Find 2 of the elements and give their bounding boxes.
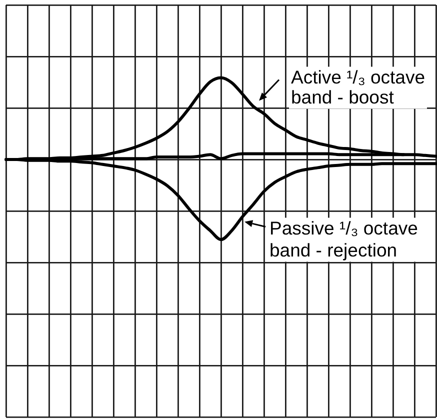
legend-label: Active ¹/₃ octave band - boost — [291, 66, 425, 108]
legend-label: Passive ¹/₃ octave band - rejection — [270, 218, 418, 261]
